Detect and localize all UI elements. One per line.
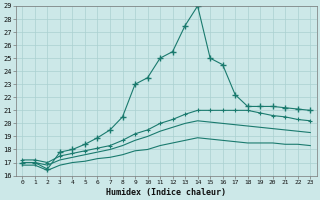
X-axis label: Humidex (Indice chaleur): Humidex (Indice chaleur)	[106, 188, 226, 197]
